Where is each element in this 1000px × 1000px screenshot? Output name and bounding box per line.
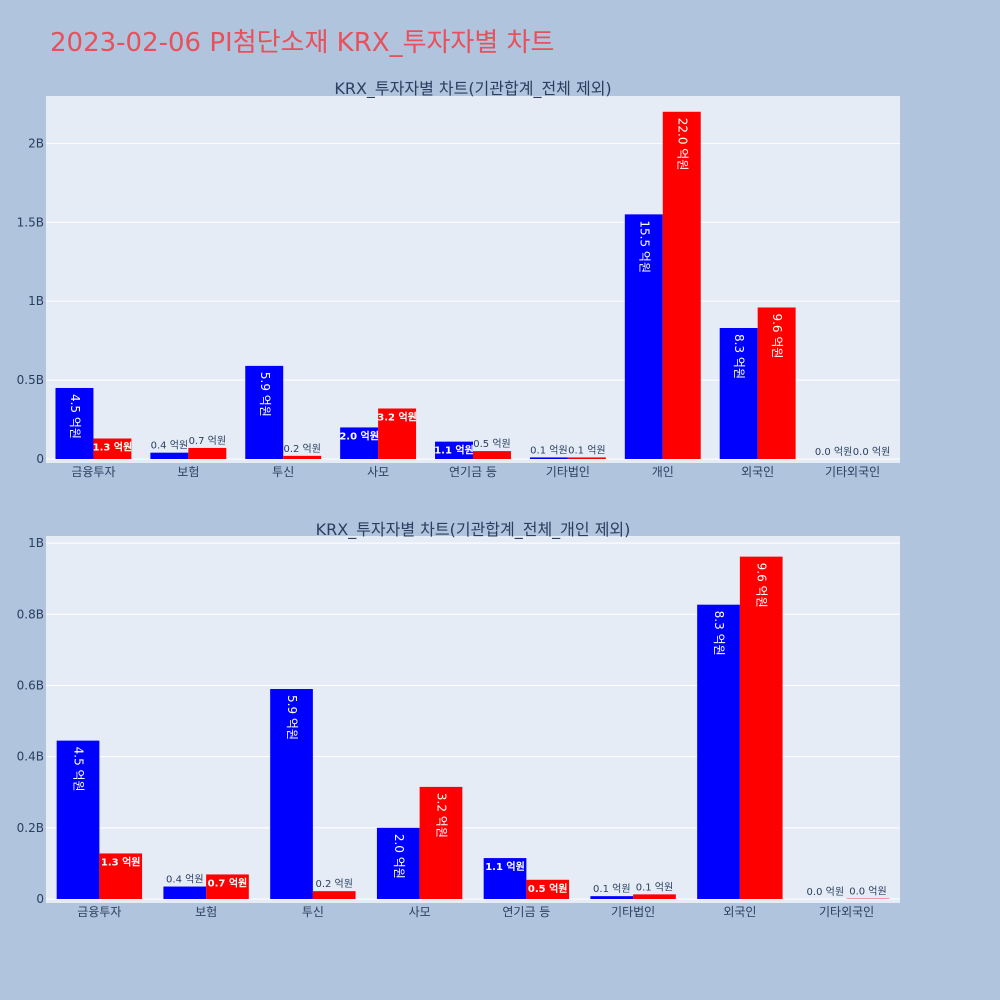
data-label: 0.4 억원 — [151, 440, 188, 452]
data-label: 1.1 억원 — [485, 860, 525, 873]
data-label: 9.6 억원 — [755, 563, 769, 608]
data-label: 0.2 억원 — [283, 443, 320, 455]
data-label: 0.1 억원 — [530, 444, 567, 456]
data-label: 0.2 억원 — [315, 878, 352, 890]
x-tick-label: 기타법인 — [546, 465, 590, 479]
chart-1: 0 0.5B 1B 1.5B 2B KRX_투자자별 차트(기관합계_전체 제외) 금융투자… — [17, 79, 900, 479]
x-tick-label: 사모 — [409, 905, 431, 919]
x-tick-label: 보험 — [177, 465, 199, 479]
data-label: 15.5 억원 — [637, 220, 651, 273]
bar — [526, 879, 570, 899]
data-label: 0.4 억원 — [166, 874, 203, 886]
data-label: 0.1 억원 — [593, 883, 630, 895]
x-tick-label: 금융투자 — [77, 905, 121, 919]
bar — [163, 886, 207, 899]
bar — [435, 441, 473, 459]
bar — [206, 874, 249, 899]
y-tick-label: 0 — [36, 452, 44, 466]
bar — [56, 740, 100, 899]
data-label: 22.0 억원 — [675, 118, 689, 171]
data-label: 8.3 억원 — [712, 611, 726, 656]
bar — [93, 438, 132, 459]
data-label: 0.0 억원 — [807, 886, 844, 898]
x-tick-label: 기타외국인 — [825, 465, 880, 479]
data-label: 5.9 억원 — [285, 695, 299, 740]
data-label: 0.7 억원 — [208, 876, 248, 889]
x-tick-label: 개인 — [652, 465, 674, 479]
x-tick-label: 기타법인 — [611, 905, 655, 919]
bar — [662, 111, 701, 460]
bar — [757, 307, 796, 459]
bar — [473, 451, 511, 459]
bar — [529, 457, 568, 459]
chart-title: KRX_투자자별 차트(기관합계_전체_개인 제외) — [316, 520, 631, 540]
bar — [340, 427, 379, 459]
x-tick-label: 연기금 등 — [502, 905, 550, 919]
bar — [419, 786, 463, 899]
data-label: 0.0 억원 — [853, 446, 890, 458]
data-label: 0.1 억원 — [636, 881, 673, 893]
bar — [719, 328, 758, 459]
x-tick-label: 외국인 — [723, 905, 756, 919]
chart-2: 0 0.2B 0.4B 0.6B 0.8B 1B KRX_투자자별 차트(기관합계_전체_개… — [17, 520, 900, 919]
data-label: 2.0 억원 — [392, 834, 406, 879]
page-title: 2023-02-06 PI첨단소재 KRX_투자자별 차트 — [50, 28, 555, 58]
bar — [567, 457, 606, 459]
x-tick-label: 연기금 등 — [449, 465, 497, 479]
data-label: 0.0 억원 — [815, 446, 852, 458]
y-tick-label: 1B — [28, 294, 44, 308]
y-tick-label: 0 — [36, 892, 44, 906]
bar — [378, 408, 417, 459]
bar — [739, 556, 783, 899]
data-label: 4.5 억원 — [72, 747, 86, 792]
data-label: 9.6 억원 — [770, 313, 784, 358]
y-tick-label: 1B — [28, 536, 44, 550]
y-tick-label: 2B — [28, 136, 44, 150]
y-tick-label: 0.2B — [17, 821, 44, 835]
chart-title: KRX_투자자별 차트(기관합계_전체 제외) — [334, 79, 611, 99]
data-label: 0.0 억원 — [849, 886, 886, 898]
data-label: 0.1 억원 — [568, 444, 605, 456]
bar — [245, 365, 284, 459]
data-label: 0.7 억원 — [189, 435, 226, 447]
x-tick-label: 외국인 — [741, 465, 774, 479]
bar — [270, 689, 313, 899]
x-tick-label: 보험 — [195, 905, 217, 919]
x-tick-label: 투신 — [302, 905, 324, 919]
x-tick-label: 기타외국인 — [819, 905, 874, 919]
bar — [376, 827, 420, 899]
x-tick-label: 금융투자 — [71, 465, 115, 479]
bar — [590, 896, 634, 899]
data-label: 3.2 억원 — [434, 793, 448, 838]
y-tick-label: 0.4B — [17, 750, 44, 764]
y-tick-label: 0.8B — [17, 607, 44, 621]
y-tick-label: 0.5B — [17, 373, 44, 387]
bar — [283, 455, 322, 459]
bar — [633, 894, 676, 899]
data-label: 3.2 억원 — [377, 410, 417, 423]
x-tick-label: 투신 — [272, 465, 294, 479]
y-tick-label: 1.5B — [17, 215, 44, 229]
bar — [312, 891, 356, 899]
bar — [697, 604, 740, 899]
data-label: 8.3 억원 — [732, 334, 746, 379]
bar — [150, 452, 189, 459]
x-tick-label: 사모 — [367, 465, 389, 479]
bar — [188, 447, 227, 459]
data-label: 4.5 억원 — [68, 394, 82, 439]
bar — [483, 858, 527, 899]
data-label: 1.1 억원 — [434, 444, 474, 457]
bar — [624, 214, 663, 459]
data-label: 1.3 억원 — [93, 440, 133, 453]
data-label: 0.5 억원 — [528, 882, 568, 895]
data-label: 5.9 억원 — [258, 372, 272, 417]
data-label: 1.3 억원 — [101, 855, 141, 868]
data-label: 0.5 억원 — [473, 438, 510, 450]
bar — [55, 387, 94, 459]
data-label: 2.0 억원 — [339, 429, 379, 442]
y-tick-label: 0.6B — [17, 678, 44, 692]
bar — [99, 853, 143, 899]
